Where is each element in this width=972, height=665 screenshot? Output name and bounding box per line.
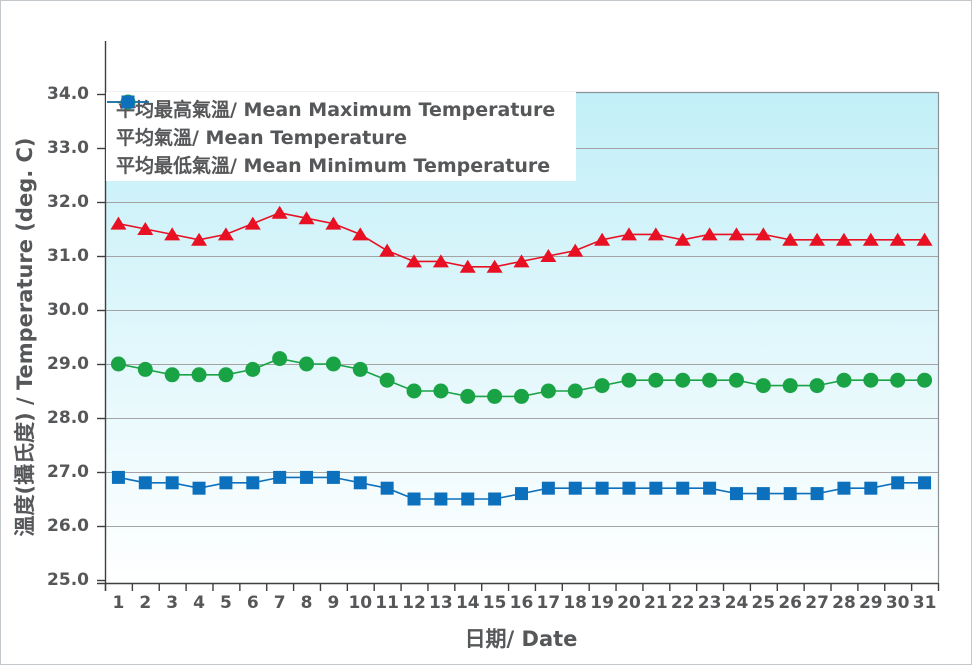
axes — [97, 41, 940, 591]
legend-label: 平均最高氣溫/ Mean Maximum Temperature — [116, 98, 556, 121]
legend-square-marker-icon — [107, 95, 149, 109]
x-tick-label: 7 — [273, 593, 286, 613]
legend-item: 平均最高氣溫/ Mean Maximum Temperature — [107, 95, 576, 122]
x-tick-label: 12 — [402, 593, 426, 613]
x-tick-label: 15 — [482, 593, 507, 613]
x-axis-title: 日期/ Date — [464, 627, 578, 651]
series-square — [111, 470, 932, 506]
x-tick-label: 10 — [348, 593, 373, 613]
x-tick-label: 24 — [724, 593, 749, 613]
legend-item: 平均氣溫/ Mean Temperature — [107, 94, 576, 150]
legend-label: 平均最低氣溫/ Mean Minimum Temperature — [116, 155, 551, 178]
x-tick-label: 22 — [670, 593, 695, 613]
x-tick-label: 27 — [805, 593, 829, 613]
y-tick-label: 30.0 — [47, 300, 89, 320]
y-tick-label: 28.0 — [47, 408, 89, 428]
y-tick-label: 25.0 — [47, 570, 89, 590]
x-tick-label: 11 — [375, 593, 399, 613]
x-tick-label: 29 — [858, 593, 883, 613]
y-tick-label: 33.0 — [47, 138, 89, 158]
legend: 平均最高氣溫/ Mean Maximum Temperature 平均氣溫/ Me… — [106, 92, 576, 181]
x-tick-label: 4 — [193, 593, 205, 613]
y-tick-label: 29.0 — [47, 354, 89, 374]
x-tick-label: 17 — [536, 593, 561, 613]
legend-label: 平均氣溫/ Mean Temperature — [116, 126, 407, 149]
x-tick-label: 1 — [112, 593, 125, 613]
y-tick-label: 34.0 — [47, 84, 89, 104]
y-tick-label: 31.0 — [47, 246, 89, 266]
x-tick-label: 26 — [778, 593, 803, 613]
x-tick-label: 20 — [617, 593, 641, 613]
series-triangle — [110, 205, 933, 273]
x-tick-label: 21 — [644, 593, 668, 613]
x-tick-label: 13 — [429, 593, 453, 613]
x-tick-label: 14 — [455, 593, 480, 613]
x-tick-label: 31 — [912, 593, 937, 613]
x-tick-label: 3 — [166, 593, 179, 613]
legend-item: 平均最低氣溫/ Mean Minimum Temperature — [107, 95, 576, 178]
x-tick-label: 30 — [885, 593, 910, 613]
y-axis-title: 溫度(攝氏度) / Temperature (deg. C) — [13, 137, 37, 537]
x-tick-label: 25 — [751, 593, 776, 613]
x-tick-label: 16 — [509, 593, 534, 613]
y-tick-label: 32.0 — [47, 192, 89, 212]
x-tick-label: 5 — [219, 593, 232, 613]
x-tick-label: 8 — [300, 593, 313, 613]
x-tick-label: 19 — [590, 593, 614, 613]
x-tick-label: 23 — [697, 593, 722, 613]
series-circle — [110, 351, 933, 404]
x-tick-label: 6 — [246, 593, 259, 613]
y-tick-label: 27.0 — [47, 462, 89, 482]
x-tick-label: 28 — [832, 593, 856, 613]
x-tick-label: 18 — [563, 593, 588, 613]
y-tick-label: 26.0 — [47, 516, 89, 536]
x-tick-label: 9 — [327, 593, 340, 613]
x-tick-label: 2 — [139, 593, 152, 613]
